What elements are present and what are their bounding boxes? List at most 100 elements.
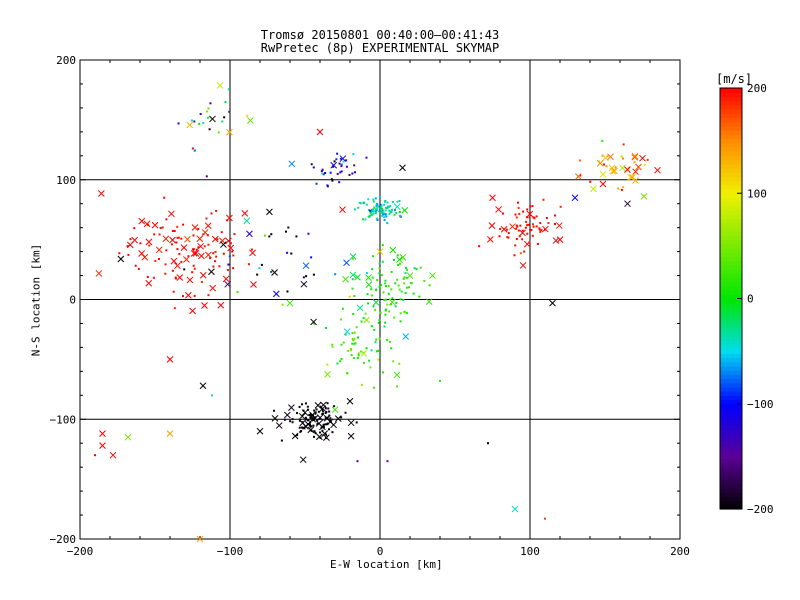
data-point-dot: [305, 418, 308, 421]
data-point-dot: [388, 205, 391, 208]
data-point-cross: [388, 298, 396, 306]
data-point-dot: [518, 212, 521, 215]
colorbar-segment: [720, 134, 742, 140]
data-point-cross: [331, 406, 339, 414]
data-point-dot: [374, 212, 377, 215]
data-point-dot: [356, 356, 359, 359]
data-point-dot: [384, 279, 387, 282]
data-point-dot: [384, 298, 387, 301]
data-point-dot: [351, 287, 354, 290]
data-point-dot: [324, 412, 327, 415]
data-point-dot: [322, 410, 325, 413]
data-point-dot: [205, 217, 208, 220]
data-point-dot: [340, 343, 343, 346]
data-point-dot: [190, 119, 193, 122]
data-point-dot: [203, 245, 206, 248]
data-point-dot: [383, 218, 386, 221]
data-point-dot: [357, 336, 360, 339]
y-tick-label: 100: [56, 174, 76, 187]
data-point-dot: [336, 172, 339, 175]
data-point-dot: [379, 353, 382, 356]
colorbar-segment: [720, 315, 742, 321]
data-point-dot: [387, 205, 390, 208]
data-point-dot: [376, 279, 379, 282]
data-point-cross: [124, 433, 132, 441]
colorbar-segment: [720, 172, 742, 178]
data-point-dot: [370, 349, 373, 352]
colorbar-segment: [720, 104, 742, 110]
data-point-dot: [370, 288, 373, 291]
data-point-dot: [273, 409, 276, 412]
data-point-dot: [351, 257, 354, 260]
colorbar-segment: [720, 218, 742, 224]
data-point-dot: [313, 322, 316, 325]
data-point-dot: [378, 319, 381, 322]
data-point-dot: [513, 254, 516, 257]
data-point-dot: [407, 286, 410, 289]
data-point-dot: [352, 312, 355, 315]
colorbar-label: [m/s]: [716, 72, 753, 86]
data-point-cross: [389, 246, 397, 254]
data-point-cross: [330, 161, 338, 169]
data-point-dot: [355, 421, 358, 424]
data-point-cross: [109, 451, 117, 459]
data-point-dot: [378, 337, 381, 340]
data-point-cross: [226, 214, 233, 222]
data-point-cross: [224, 280, 232, 288]
data-point-dot: [413, 267, 416, 270]
colorbar-segment: [720, 222, 742, 228]
colorbar-segment: [720, 319, 742, 325]
data-point-cross: [631, 152, 639, 160]
data-point-dot: [308, 414, 311, 417]
data-point-dot: [331, 343, 334, 346]
data-point-dot: [321, 172, 324, 175]
colorbar-segment: [720, 302, 742, 308]
data-point-dot: [354, 171, 357, 174]
data-point-dot: [372, 212, 375, 215]
data-point-dot: [199, 113, 202, 116]
data-point-cross: [609, 167, 617, 175]
colorbar-segment: [720, 121, 742, 127]
data-point-cross: [225, 237, 232, 245]
data-point-dot: [328, 428, 331, 431]
data-point-cross: [189, 307, 196, 315]
data-point-cross: [241, 209, 249, 217]
colorbar-segment: [720, 370, 742, 375]
colorbar-segment: [720, 441, 742, 447]
data-point-dot: [335, 158, 338, 161]
data-point-dot: [403, 276, 406, 279]
data-point-dot: [346, 372, 349, 375]
data-point-dot: [137, 267, 140, 270]
x-axis-label: E-W location [km]: [330, 558, 443, 571]
data-point-cross: [624, 200, 631, 208]
data-point-dot: [218, 265, 221, 268]
data-point-dot: [159, 226, 162, 229]
data-point-cross: [220, 241, 227, 248]
colorbar-segment: [720, 226, 742, 232]
data-point-dot: [209, 102, 212, 105]
data-point-cross: [197, 242, 204, 250]
data-points: [94, 82, 661, 543]
data-point-dot: [380, 284, 383, 287]
data-point-dot: [379, 211, 382, 214]
data-point-cross: [196, 235, 204, 243]
colorbar-segment: [720, 395, 742, 401]
data-point-cross: [339, 206, 346, 214]
data-point-cross: [342, 275, 349, 283]
data-point-dot: [324, 171, 327, 174]
data-point-cross: [319, 405, 327, 412]
data-point-dot: [498, 235, 501, 238]
data-point-cross: [365, 274, 372, 281]
data-point-dot: [633, 161, 636, 164]
colorbar-segment: [720, 382, 742, 388]
data-point-cross: [334, 415, 342, 422]
data-point-dot: [214, 250, 217, 253]
data-point-dot: [502, 212, 505, 215]
colorbar-segment: [720, 210, 742, 215]
data-point-dot: [328, 410, 331, 413]
data-point-cross: [219, 237, 226, 245]
data-point-dot: [578, 159, 581, 162]
colorbar-segment: [720, 235, 742, 241]
data-point-dot: [310, 163, 313, 166]
colorbar-segment: [720, 378, 742, 384]
